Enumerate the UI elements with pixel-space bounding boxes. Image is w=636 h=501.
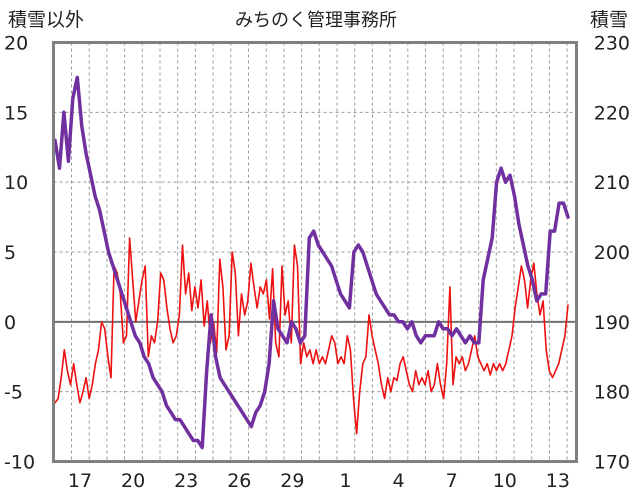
left-tick-label: 15 (4, 102, 28, 124)
left-tick-label: -5 (4, 382, 23, 404)
right-axis-label: 積雪 (590, 9, 628, 31)
left-tick-label: -10 (4, 452, 35, 474)
right-tick-label: 210 (594, 172, 630, 194)
left-tick-label: 20 (4, 33, 28, 55)
x-tick-label: 7 (446, 470, 458, 492)
right-tick-label: 200 (594, 242, 630, 264)
x-axis-ticks: 17 20 23 26 29 1 4 7 10 13 (68, 470, 570, 492)
right-tick-label: 180 (594, 382, 630, 404)
left-tick-label: 0 (4, 312, 16, 334)
left-axis-label: 積雪以外 (8, 9, 84, 31)
plot-lines (53, 75, 570, 450)
right-tick-label: 190 (594, 312, 630, 334)
chart-title: みちのく管理事務所 (235, 10, 397, 31)
x-tick-label: 1 (339, 470, 351, 492)
right-axis-ticks: 230 220 210 200 190 180 170 (594, 33, 630, 474)
snow-depth-line (53, 75, 570, 450)
left-axis-ticks: 20 15 10 5 0 -5 -10 (4, 33, 35, 474)
x-tick-label: 23 (174, 470, 198, 492)
x-tick-label: 10 (493, 470, 517, 492)
other-series-line (54, 237, 569, 435)
left-tick-label: 10 (4, 172, 28, 194)
plot-frame (52, 41, 578, 463)
x-tick-label: 13 (546, 470, 570, 492)
right-tick-label: 230 (594, 33, 630, 55)
left-tick-label: 5 (4, 242, 16, 264)
gridlines (53, 42, 577, 462)
x-tick-label: 20 (121, 470, 145, 492)
x-tick-label: 29 (280, 470, 304, 492)
x-tick-label: 4 (393, 470, 405, 492)
x-tick-label: 26 (227, 470, 251, 492)
right-tick-label: 220 (594, 102, 630, 124)
x-tick-label: 17 (68, 470, 92, 492)
right-tick-label: 170 (594, 452, 630, 474)
